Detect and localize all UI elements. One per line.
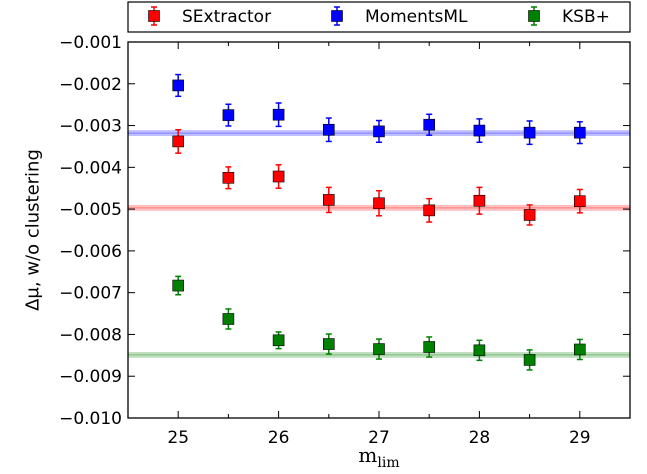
x-axis: 25 26 27 28 29 <box>127 42 631 448</box>
plot-frame <box>127 41 631 419</box>
data-point-2 <box>573 343 586 356</box>
legend-marker-1 <box>331 10 343 22</box>
y-tick-label: −0.005 <box>59 200 122 220</box>
data-point-2 <box>322 338 335 350</box>
x-tick-label: 29 <box>569 428 591 448</box>
data-point-2 <box>523 354 536 366</box>
y-axis: −0.010 −0.009 −0.008 −0.007 −0.006 −0.005 −0.0… <box>59 33 630 429</box>
data-point-0 <box>423 204 436 217</box>
data-point-1 <box>373 125 385 138</box>
data-point-0 <box>172 135 184 148</box>
y-axis-label: Δμ, w/o clustering <box>22 149 43 311</box>
x-tick-label: 27 <box>368 428 390 448</box>
data-point-2 <box>222 313 235 325</box>
y-tick-label: −0.007 <box>59 284 122 304</box>
data-point-0 <box>272 170 285 183</box>
x-axis-label: mlim <box>358 443 399 471</box>
data-point-2 <box>373 343 385 355</box>
y-tick-label: −0.004 <box>59 158 122 178</box>
data-points <box>172 73 586 371</box>
legend-label-2: KSB+ <box>562 7 610 27</box>
x-tick-label: 25 <box>167 428 189 448</box>
data-point-1 <box>272 108 285 121</box>
data-point-1 <box>423 118 436 131</box>
data-point-2 <box>172 279 184 292</box>
reference-bands <box>128 130 630 358</box>
legend-marker-0 <box>148 10 160 22</box>
legend-box <box>127 1 631 33</box>
data-point-0 <box>373 197 385 210</box>
y-tick-label: −0.010 <box>59 409 122 429</box>
x-tick-label: 28 <box>469 428 491 448</box>
data-point-1 <box>523 126 536 139</box>
x-tick-label: 26 <box>268 428 290 448</box>
y-tick-label: −0.001 <box>59 33 122 53</box>
legend: SExtractor MomentsML KSB+ <box>127 1 631 33</box>
data-point-0 <box>523 209 536 221</box>
data-point-2 <box>473 344 486 357</box>
legend-marker-2 <box>528 10 540 22</box>
y-tick-label: −0.003 <box>59 117 122 137</box>
data-point-1 <box>222 109 235 121</box>
legend-label-0: SExtractor <box>182 7 271 27</box>
data-point-1 <box>473 124 486 137</box>
data-point-1 <box>573 126 586 139</box>
y-tick-label: −0.008 <box>59 325 122 345</box>
data-point-1 <box>172 79 184 92</box>
data-point-2 <box>423 341 436 353</box>
data-point-0 <box>473 194 486 207</box>
data-point-0 <box>222 171 235 184</box>
data-point-0 <box>573 195 586 207</box>
data-point-1 <box>322 123 335 136</box>
data-point-2 <box>272 334 285 347</box>
y-tick-label: −0.002 <box>59 75 122 95</box>
y-tick-label: −0.009 <box>59 367 122 387</box>
y-tick-label: −0.006 <box>59 242 122 262</box>
legend-label-1: MomentsML <box>365 7 468 27</box>
data-point-0 <box>322 194 335 206</box>
